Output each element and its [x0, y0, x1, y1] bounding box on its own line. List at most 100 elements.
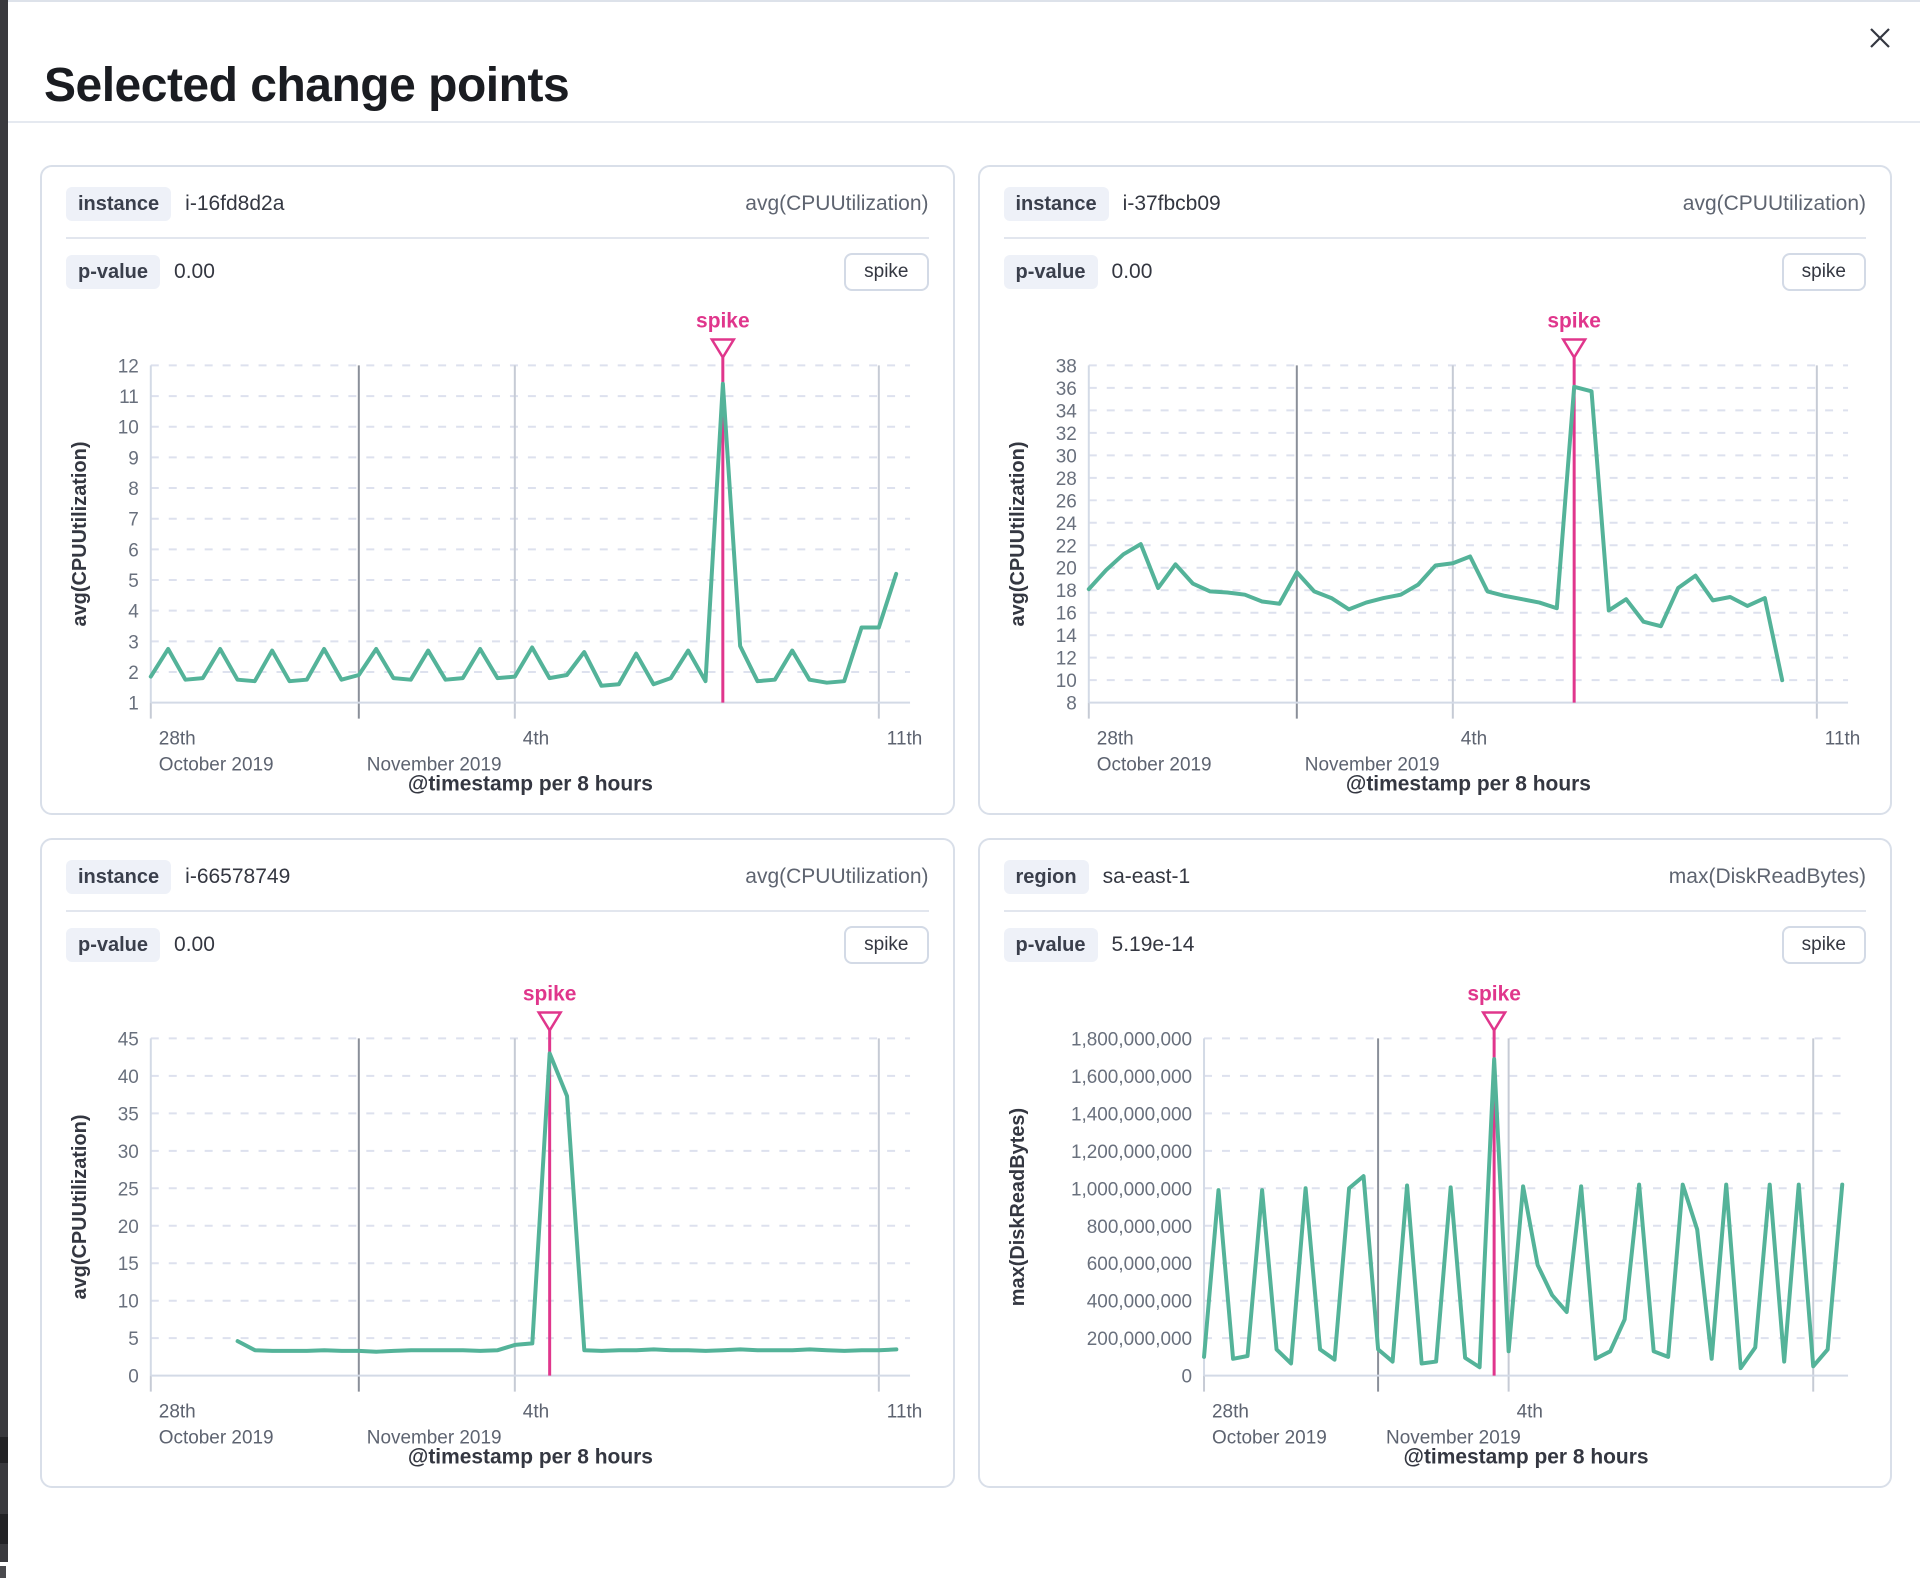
- svg-text:6: 6: [128, 540, 139, 561]
- svg-text:@timestamp per 8 hours: @timestamp per 8 hours: [1403, 1445, 1648, 1468]
- svg-text:26: 26: [1055, 491, 1076, 512]
- field-value: i-66578749: [185, 865, 291, 888]
- change-point-panel: instance i-37fbcb09 avg(CPUUtilization) …: [977, 165, 1892, 815]
- p-value-badge: p-value: [66, 255, 161, 289]
- svg-text:600,000,000: 600,000,000: [1086, 1254, 1191, 1275]
- svg-text:October 2019: October 2019: [159, 754, 274, 775]
- svg-text:24: 24: [1055, 514, 1076, 535]
- svg-text:4th: 4th: [523, 1402, 549, 1423]
- svg-text:16: 16: [1055, 604, 1076, 625]
- background-page-strip: [0, 0, 8, 1562]
- p-value-badge: p-value: [66, 928, 161, 962]
- svg-text:12: 12: [1055, 649, 1076, 670]
- svg-text:November 2019: November 2019: [1386, 1427, 1521, 1448]
- svg-text:@timestamp per 8 hours: @timestamp per 8 hours: [1345, 772, 1590, 795]
- change-point-panel: region sa-east-1 max(DiskReadBytes) p-va…: [977, 838, 1892, 1488]
- svg-text:1,200,000,000: 1,200,000,000: [1070, 1142, 1191, 1163]
- svg-text:20: 20: [1055, 559, 1076, 580]
- svg-text:0: 0: [128, 1367, 139, 1388]
- svg-text:18: 18: [1055, 581, 1076, 602]
- field-name-badge: instance: [66, 860, 172, 894]
- svg-text:30: 30: [1055, 446, 1076, 467]
- svg-text:20: 20: [118, 1217, 139, 1238]
- svg-text:1,400,000,000: 1,400,000,000: [1070, 1104, 1191, 1125]
- svg-text:32: 32: [1055, 424, 1076, 445]
- svg-text:30: 30: [118, 1142, 139, 1163]
- svg-text:@timestamp per 8 hours: @timestamp per 8 hours: [408, 1445, 653, 1468]
- svg-text:200,000,000: 200,000,000: [1086, 1329, 1191, 1350]
- p-value-badge: p-value: [1003, 928, 1098, 962]
- svg-text:0: 0: [1181, 1367, 1192, 1388]
- svg-text:October 2019: October 2019: [1212, 1427, 1327, 1448]
- svg-text:34: 34: [1055, 401, 1076, 422]
- svg-text:45: 45: [118, 1029, 139, 1050]
- svg-text:spike: spike: [1467, 983, 1521, 1006]
- change-point-type-button[interactable]: spike: [844, 926, 929, 964]
- change-point-type-button[interactable]: spike: [1781, 253, 1866, 291]
- close-icon[interactable]: [1858, 16, 1902, 60]
- svg-text:11th: 11th: [887, 1402, 922, 1423]
- svg-text:38: 38: [1055, 356, 1076, 377]
- background-icon-fragment: [0, 1514, 8, 1544]
- metric-label: avg(CPUUtilization): [745, 865, 929, 888]
- svg-text:9: 9: [128, 448, 139, 469]
- svg-text:28th: 28th: [159, 1402, 196, 1423]
- svg-text:@timestamp per 8 hours: @timestamp per 8 hours: [408, 772, 653, 795]
- p-value: 0.00: [174, 260, 215, 283]
- change-point-type-button[interactable]: spike: [844, 253, 929, 291]
- svg-text:1,600,000,000: 1,600,000,000: [1070, 1067, 1191, 1088]
- svg-text:28th: 28th: [1212, 1402, 1249, 1423]
- background-icon-fragment: [0, 1566, 6, 1578]
- p-value-badge: p-value: [1003, 255, 1098, 289]
- p-value: 0.00: [174, 933, 215, 956]
- svg-text:28: 28: [1055, 469, 1076, 490]
- svg-text:10: 10: [118, 418, 139, 439]
- svg-text:spike: spike: [1547, 310, 1601, 333]
- svg-text:11: 11: [119, 387, 139, 408]
- svg-text:15: 15: [118, 1254, 139, 1275]
- change-point-chart[interactable]: 0 200,000,000 400,000,000 600,000,000 800,00…: [1004, 972, 1864, 1472]
- svg-text:avg(CPUUtilization): avg(CPUUtilization): [69, 1115, 91, 1300]
- field-name-badge: instance: [1003, 187, 1109, 221]
- change-points-modal: Selected change points instance i-16fd8d…: [8, 0, 1920, 1578]
- svg-text:400,000,000: 400,000,000: [1086, 1292, 1191, 1313]
- svg-text:7: 7: [128, 510, 139, 531]
- page-title: Selected change points: [44, 59, 570, 113]
- field-value: i-16fd8d2a: [185, 192, 285, 215]
- svg-text:28th: 28th: [1096, 729, 1133, 750]
- svg-text:800,000,000: 800,000,000: [1086, 1217, 1191, 1238]
- metric-label: max(DiskReadBytes): [1668, 865, 1866, 888]
- svg-text:5: 5: [128, 571, 139, 592]
- field-name-badge: region: [1003, 860, 1089, 894]
- svg-text:2: 2: [128, 663, 139, 684]
- svg-text:36: 36: [1055, 379, 1076, 400]
- svg-text:November 2019: November 2019: [1304, 754, 1439, 775]
- svg-text:10: 10: [118, 1292, 139, 1313]
- svg-text:4th: 4th: [1516, 1402, 1542, 1423]
- metric-label: avg(CPUUtilization): [745, 192, 929, 215]
- svg-text:avg(CPUUtilization): avg(CPUUtilization): [1006, 442, 1028, 627]
- svg-text:10: 10: [1055, 671, 1076, 692]
- svg-text:1,800,000,000: 1,800,000,000: [1070, 1029, 1191, 1050]
- svg-text:spike: spike: [523, 983, 577, 1006]
- modal-header: Selected change points: [8, 2, 1920, 123]
- change-points-grid: instance i-16fd8d2a avg(CPUUtilization) …: [8, 123, 1920, 1488]
- change-point-type-button[interactable]: spike: [1781, 926, 1866, 964]
- svg-text:November 2019: November 2019: [367, 754, 502, 775]
- p-value: 5.19e-14: [1111, 933, 1195, 956]
- svg-text:11th: 11th: [1824, 729, 1859, 750]
- svg-text:12: 12: [118, 356, 139, 377]
- svg-text:14: 14: [1055, 626, 1076, 647]
- field-name-badge: instance: [66, 187, 172, 221]
- svg-text:1,000,000,000: 1,000,000,000: [1070, 1179, 1191, 1200]
- svg-text:4: 4: [128, 602, 139, 623]
- svg-text:max(DiskReadBytes): max(DiskReadBytes): [1006, 1108, 1028, 1306]
- svg-text:25: 25: [118, 1179, 139, 1200]
- svg-text:35: 35: [118, 1104, 139, 1125]
- change-point-chart[interactable]: 0 5 10 15 20 25 30 35 40 45 28th October 2019 Novemb…: [66, 972, 926, 1472]
- change-point-panel: instance i-66578749 avg(CPUUtilization) …: [40, 838, 955, 1488]
- svg-text:8: 8: [128, 479, 139, 500]
- svg-text:spike: spike: [696, 310, 750, 333]
